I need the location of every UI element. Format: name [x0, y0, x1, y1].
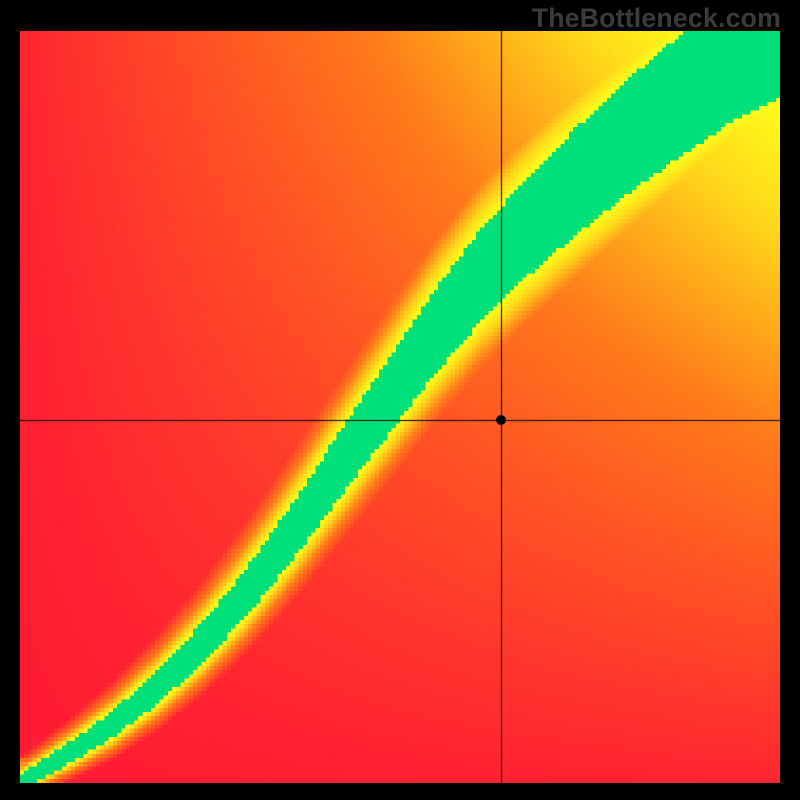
- marker-dot: [496, 415, 506, 425]
- heatmap-canvas: [20, 31, 780, 783]
- watermark-text: TheBottleneck.com: [532, 3, 781, 34]
- stage: TheBottleneck.com: [0, 0, 800, 800]
